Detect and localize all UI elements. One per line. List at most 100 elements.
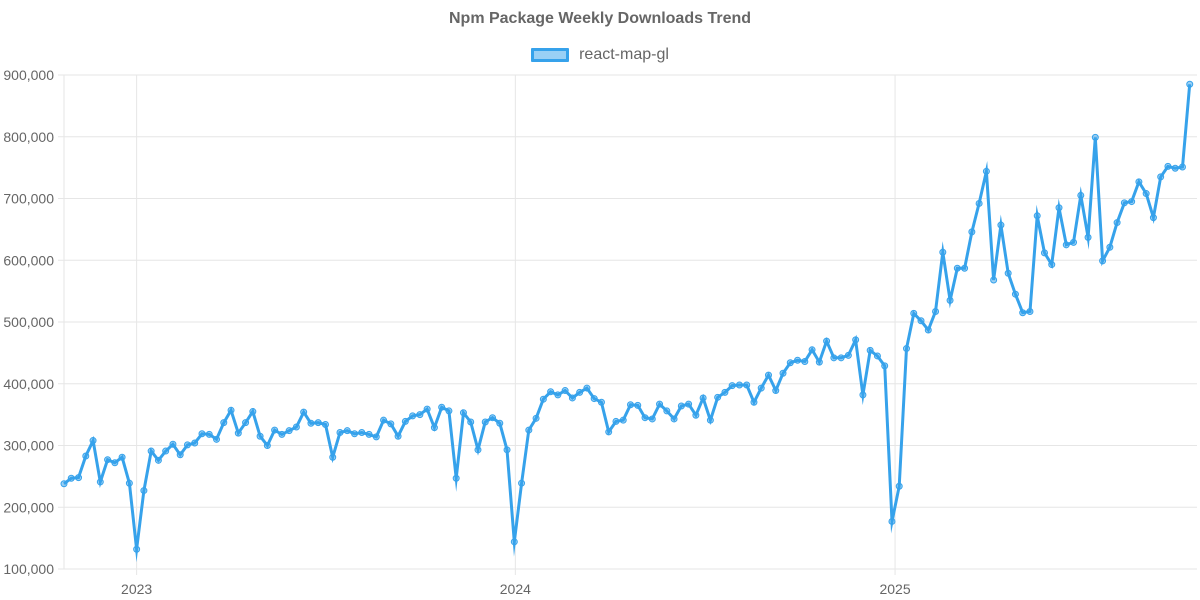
data-point <box>859 391 867 399</box>
data-point <box>1026 308 1034 316</box>
data-point <box>147 447 155 455</box>
data-point <box>561 387 569 395</box>
y-tick-label: 400,000 <box>3 376 54 392</box>
data-point <box>895 482 903 490</box>
data-point <box>1164 162 1172 170</box>
data-point <box>706 416 714 424</box>
data-point <box>242 419 250 427</box>
data-point <box>1128 198 1136 206</box>
data-point <box>1142 190 1150 198</box>
data-point <box>743 381 751 389</box>
data-point <box>104 456 112 464</box>
data-point <box>663 407 671 415</box>
data-point <box>307 419 315 427</box>
legend-label[interactable]: react-map-gl <box>579 46 669 63</box>
data-point <box>154 456 162 464</box>
y-tick-label: 900,000 <box>3 67 54 83</box>
data-point <box>830 354 838 362</box>
data-point <box>823 337 831 345</box>
data-point <box>496 419 504 427</box>
data-point <box>576 388 584 396</box>
data-point <box>1171 164 1179 172</box>
data-point <box>416 411 424 419</box>
data-point <box>612 417 620 425</box>
data-point <box>917 317 925 325</box>
data-point <box>1084 233 1092 241</box>
data-point <box>590 395 598 403</box>
data-point <box>1011 290 1019 298</box>
legend[interactable]: react-map-gl <box>0 46 1200 64</box>
data-point <box>1048 261 1056 269</box>
data-point <box>888 517 896 525</box>
y-tick-label: 300,000 <box>3 438 54 454</box>
data-point <box>764 371 772 379</box>
data-point <box>910 309 918 317</box>
data-point <box>256 432 264 440</box>
data-point <box>263 442 271 449</box>
data-point <box>401 417 409 425</box>
data-point <box>60 480 68 488</box>
data-point <box>750 398 758 406</box>
data-point <box>772 387 780 395</box>
data-point <box>1091 133 1099 141</box>
data-point <box>532 414 540 422</box>
data-point <box>118 453 126 461</box>
data-point <box>924 326 932 334</box>
data-point <box>430 424 438 432</box>
data-point <box>685 400 693 408</box>
data-point <box>866 346 874 354</box>
data-point <box>358 429 366 437</box>
data-point <box>510 538 518 546</box>
data-point <box>459 409 467 417</box>
data-point <box>1062 241 1070 249</box>
data-point <box>89 437 97 445</box>
data-point <box>1120 199 1128 207</box>
data-point <box>474 446 482 454</box>
data-point <box>692 411 700 419</box>
data-point <box>125 479 133 487</box>
data-point <box>1033 212 1041 220</box>
data-point <box>96 478 104 486</box>
data-point <box>757 384 765 392</box>
data-point <box>968 228 976 236</box>
y-tick-label: 600,000 <box>3 252 54 268</box>
data-point <box>779 369 787 377</box>
y-tick-label: 500,000 <box>3 314 54 330</box>
data-point <box>183 441 191 449</box>
data-point <box>605 428 613 436</box>
data-point <box>808 346 816 354</box>
data-point <box>990 276 998 284</box>
data-point <box>656 400 664 408</box>
data-point <box>1157 173 1165 181</box>
y-tick-label: 800,000 <box>3 129 54 145</box>
data-point <box>452 474 460 482</box>
data-point <box>1113 219 1121 227</box>
data-point <box>1099 257 1107 265</box>
data-point <box>351 430 359 438</box>
data-point <box>423 405 431 413</box>
data-point <box>409 412 417 420</box>
data-point <box>285 427 293 435</box>
data-point <box>1149 214 1157 222</box>
data-point <box>445 407 453 415</box>
data-point <box>939 248 947 256</box>
data-point <box>1135 178 1143 186</box>
data-point <box>140 487 148 495</box>
data-point <box>176 451 184 459</box>
data-point <box>735 381 743 389</box>
data-point <box>547 388 555 396</box>
data-point <box>321 421 329 429</box>
series-line <box>63 84 1192 563</box>
data-point <box>387 420 395 428</box>
data-point <box>133 545 141 553</box>
data-point <box>728 382 736 390</box>
data-point <box>489 414 497 422</box>
legend-swatch[interactable] <box>531 48 570 62</box>
data-point <box>278 430 286 438</box>
data-point <box>213 435 221 443</box>
data-point <box>1004 269 1012 277</box>
data-point <box>394 432 402 440</box>
data-point <box>997 221 1005 229</box>
data-point <box>365 430 373 438</box>
